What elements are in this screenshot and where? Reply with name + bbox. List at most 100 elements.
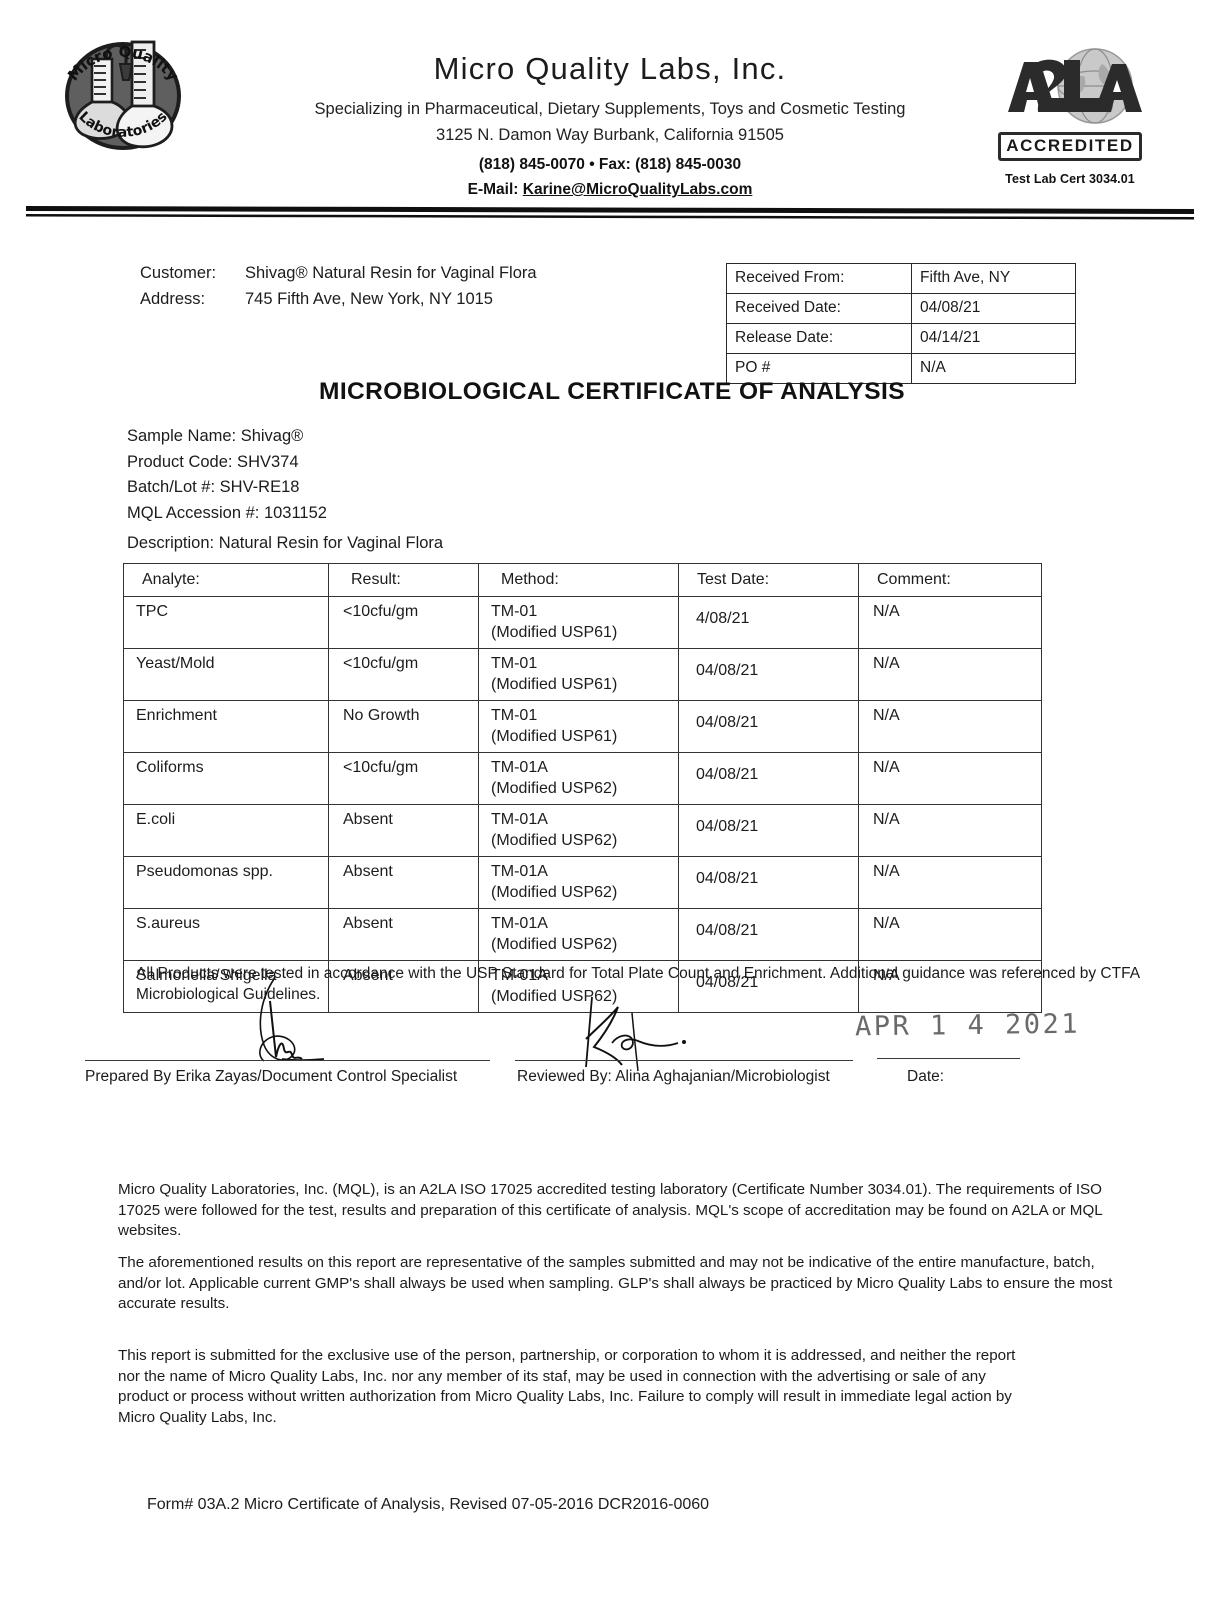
cell-result: No Growth	[328, 700, 479, 753]
received-info-body: Received From: Fifth Ave, NY Received Da…	[726, 263, 1076, 384]
method-line-1: TM-01A	[491, 863, 548, 880]
analysis-results-table: Analyte: Result: Method: Test Date: Comm…	[123, 563, 1042, 1013]
table-row: Received Date: 04/08/21	[726, 293, 1076, 324]
prepared-by-caption: Prepared By Erika Zayas/Document Control…	[85, 1068, 458, 1085]
company-address: 3125 N. Damon Way Burbank, California 91…	[436, 125, 784, 144]
table-row: Received From: Fifth Ave, NY	[726, 263, 1076, 294]
cell-test-date: 04/08/21	[678, 752, 859, 805]
cell-result: <10cfu/gm	[328, 596, 479, 649]
cell-analyte: S.aureus	[123, 908, 329, 961]
table-row: Release Date: 04/14/21	[726, 323, 1076, 354]
page-title: MICROBIOLOGICAL CERTIFICATE OF ANALYSIS	[319, 378, 905, 405]
cell-analyte: Yeast/Mold	[123, 648, 329, 701]
table-row: E.coli Absent TM-01A (Modified USP62) 04…	[123, 804, 1042, 857]
accredited-band-label: ACCREDITED	[998, 132, 1142, 161]
cell-result: Absent	[328, 856, 479, 909]
prepared-by-signature-line	[85, 1060, 490, 1061]
cell-method: TM-01A (Modified USP62)	[478, 960, 679, 1013]
table-row: TPC <10cfu/gm TM-01 (Modified USP61) 4/0…	[123, 596, 1042, 649]
product-code: Product Code: SHV374	[127, 452, 299, 471]
table-row: Coliforms <10cfu/gm TM-01A (Modified USP…	[123, 752, 1042, 805]
cell-method: TM-01A (Modified USP62)	[478, 856, 679, 909]
cell-method: TM-01 (Modified USP61)	[478, 596, 679, 649]
company-tagline: Specializing in Pharmaceutical, Dietary …	[314, 100, 906, 119]
address-value: 745 Fifth Ave, New York, NY 1015	[245, 290, 493, 308]
cell-result: Absent	[328, 960, 479, 1013]
column-header-method: Method:	[478, 563, 679, 597]
cell-test-date: 4/08/21	[678, 596, 859, 649]
reviewed-by-signature-line	[515, 1060, 853, 1061]
cell-method: TM-01A (Modified USP62)	[478, 752, 679, 805]
test-lab-cert-number: Test Lab Cert 3034.01	[1005, 172, 1135, 186]
disclaimer-accreditation: Micro Quality Laboratories, Inc. (MQL), …	[118, 1181, 1103, 1239]
address-label: Address:	[140, 290, 206, 308]
method-line-1: TM-01A	[491, 967, 548, 984]
cell-analyte: TPC	[123, 596, 329, 649]
sample-info-block: Sample Name: Shivag® Product Code: SHV37…	[127, 424, 327, 526]
table-header-row: Analyte: Result: Method: Test Date: Comm…	[123, 563, 1042, 597]
method-line-1: TM-01A	[491, 915, 548, 932]
cell-result: Absent	[328, 804, 479, 857]
customer-label: Customer:	[140, 264, 217, 282]
column-header-result: Result:	[328, 563, 479, 597]
table-row: Yeast/Mold <10cfu/gm TM-01 (Modified USP…	[123, 648, 1042, 701]
micro-quality-labs-logo-icon: Micro Quality Laboratories	[48, 14, 198, 172]
cell-test-date: 04/08/21	[678, 908, 859, 961]
cell-analyte: Coliforms	[123, 752, 329, 805]
a2la-accreditation-logo: ACCREDITED Test Lab Cert 3034.01	[994, 42, 1146, 186]
company-phone: (818) 845-0070 • Fax: (818) 845-0030	[478, 156, 742, 174]
received-date-value: 04/08/21	[911, 293, 1076, 324]
cell-result: <10cfu/gm	[328, 648, 479, 701]
email-address: Karine@MicroQualityLabs.com	[522, 181, 753, 199]
method-line-1: TM-01	[491, 655, 538, 672]
results-table-body: TPC <10cfu/gm TM-01 (Modified USP61) 4/0…	[123, 596, 1042, 1013]
po-number-label: PO #	[726, 353, 912, 384]
cell-comment: N/A	[858, 960, 1042, 1013]
cell-test-date: 04/08/21	[678, 804, 859, 857]
method-line-1: TM-01A	[491, 811, 548, 828]
cell-analyte: Enrichment	[123, 700, 329, 753]
method-line-2: (Modified USP61)	[491, 728, 618, 745]
cell-comment: N/A	[858, 908, 1042, 961]
address-row: Address: 745 Fifth Ave, New York, NY 101…	[140, 286, 537, 312]
cell-comment: N/A	[858, 856, 1042, 909]
batch-lot-number: Batch/Lot #: SHV-RE18	[127, 478, 300, 496]
testing-standard-note: All Products were tested in accordance w…	[136, 965, 1140, 1003]
method-line-1: TM-01	[491, 707, 538, 724]
cell-test-date: 04/08/21	[678, 960, 859, 1013]
received-date-label: Received Date:	[726, 293, 912, 324]
release-date-value: 04/14/21	[911, 323, 1076, 354]
cell-comment: N/A	[858, 596, 1042, 649]
cell-comment: N/A	[858, 804, 1042, 857]
sample-description: Description: Natural Resin for Vaginal F…	[127, 534, 444, 552]
a2la-mark-icon	[994, 42, 1146, 138]
reviewed-by-caption: Reviewed By: Alina Aghajanian/Microbiolo…	[517, 1068, 830, 1085]
column-header-comment: Comment:	[858, 563, 1042, 597]
email-label: E-Mail:	[467, 181, 523, 199]
cell-result: <10cfu/gm	[328, 752, 479, 805]
received-from-label: Received From:	[726, 263, 912, 294]
received-from-value: Fifth Ave, NY	[911, 263, 1076, 294]
table-row: PO # N/A	[726, 353, 1076, 384]
document-header: Micro Quality Laboratories Micro Quality…	[0, 0, 1224, 220]
customer-info-block: Customer: Shivag® Natural Resin for Vagi…	[140, 260, 537, 312]
table-row: Enrichment No Growth TM-01 (Modified USP…	[123, 700, 1042, 753]
po-number-value: N/A	[911, 353, 1076, 384]
cell-method: TM-01 (Modified USP61)	[478, 700, 679, 753]
column-header-test-date: Test Date:	[678, 563, 859, 597]
method-line-2: (Modified USP62)	[491, 832, 618, 849]
cell-test-date: 04/08/21	[678, 856, 859, 909]
cell-method: TM-01 (Modified USP61)	[478, 648, 679, 701]
sample-name: Sample Name: Shivag®	[127, 427, 304, 445]
method-line-2: (Modified USP62)	[491, 936, 618, 953]
form-revision-line: Form# 03A.2 Micro Certificate of Analysi…	[147, 1496, 710, 1513]
cell-analyte: Pseudomonas spp.	[123, 856, 329, 909]
method-line-2: (Modified USP62)	[491, 884, 618, 901]
table-row: S.aureus Absent TM-01A (Modified USP62) …	[123, 908, 1042, 961]
cell-comment: N/A	[858, 752, 1042, 805]
method-line-1: TM-01	[491, 603, 538, 620]
cell-method: TM-01A (Modified USP62)	[478, 804, 679, 857]
method-line-1: TM-01A	[491, 759, 548, 776]
customer-value: Shivag® Natural Resin for Vaginal Flora	[245, 264, 537, 282]
mql-accession-number: MQL Accession #: 1031152	[127, 503, 327, 522]
